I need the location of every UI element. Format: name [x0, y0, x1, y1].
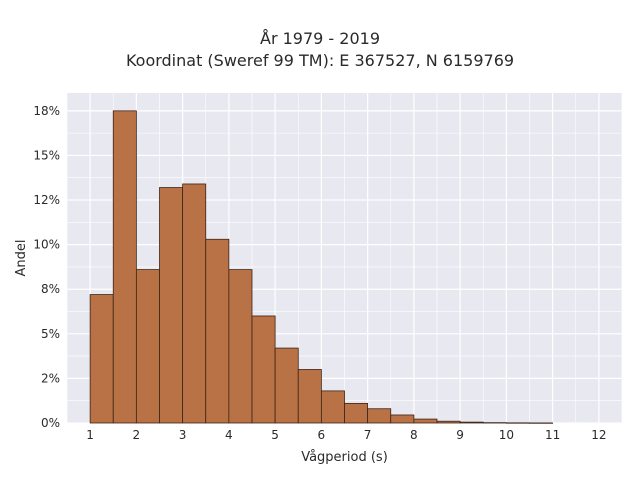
histogram-bar: [251, 315, 276, 424]
bars: [89, 110, 554, 424]
histogram-bar: [413, 418, 438, 424]
x-tick-label: 8: [410, 428, 418, 442]
histogram-bar: [182, 183, 207, 424]
histogram-bar: [112, 110, 137, 424]
histogram-bar: [344, 402, 369, 424]
histogram-bar: [274, 347, 299, 424]
chart-title: År 1979 - 2019: [260, 29, 380, 48]
histogram-bar: [135, 269, 160, 424]
x-tick-label: 11: [545, 428, 560, 442]
histogram-bar: [390, 414, 415, 424]
histogram-bar: [297, 369, 322, 424]
histogram-bar: [459, 421, 484, 424]
y-tick-label: 0%: [41, 416, 60, 430]
y-tick-label: 5%: [41, 327, 60, 341]
y-tick-labels: 0% 2% 5% 8% 10% 12% 15% 18%: [33, 104, 60, 430]
y-tick-label: 15%: [33, 148, 60, 162]
x-tick-label: 1: [86, 428, 94, 442]
x-tick-label: 2: [133, 428, 141, 442]
chart-subtitle: Koordinat (Sweref 99 TM): E 367527, N 61…: [125, 51, 515, 70]
x-tick-label: 7: [364, 428, 372, 442]
x-tick-label: 10: [499, 428, 514, 442]
x-tick-label: 3: [179, 428, 187, 442]
histogram-bar: [205, 238, 230, 424]
x-tick-labels: 1 2 3 4 5 6 7 8 9 10 11 12: [86, 428, 606, 442]
histogram-bar: [436, 420, 461, 424]
histogram-bar: [367, 408, 392, 424]
y-tick-label: 2%: [41, 371, 60, 385]
y-tick-label: 12%: [33, 193, 60, 207]
x-axis-label: Vågperiod (s): [301, 450, 388, 465]
x-tick-label: 4: [225, 428, 233, 442]
y-tick-label: 8%: [41, 282, 60, 296]
y-tick-label: 18%: [33, 104, 60, 118]
y-axis-label: Andel: [14, 240, 29, 277]
x-tick-label: 9: [456, 428, 464, 442]
histogram-bar: [320, 390, 345, 424]
x-tick-label: 5: [271, 428, 279, 442]
histogram-bar: [159, 187, 184, 424]
y-tick-label: 10%: [33, 238, 60, 252]
x-tick-label: 12: [591, 428, 606, 442]
histogram-bar: [228, 269, 253, 424]
x-tick-label: 6: [318, 428, 326, 442]
histogram-bar: [89, 294, 114, 424]
